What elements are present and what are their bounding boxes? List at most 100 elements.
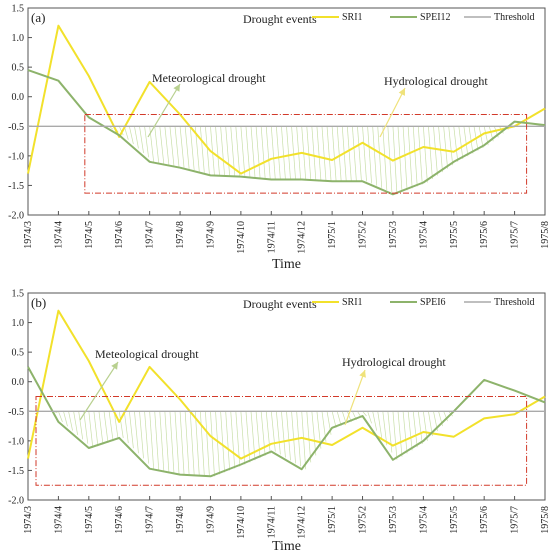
- hatch-line: [139, 411, 144, 459]
- hatch-line: [199, 126, 205, 173]
- hatch-line: [225, 411, 231, 471]
- x-tick-label: 1974/4: [53, 506, 64, 534]
- drought-highlight-box: [84, 113, 528, 194]
- annotation-arrow: [379, 87, 406, 138]
- hatch-line: [68, 411, 73, 431]
- hatch-line: [423, 411, 428, 441]
- x-tick-label: 1975/3: [388, 506, 399, 534]
- hatch-line: [412, 126, 418, 187]
- hatch-line: [184, 411, 190, 475]
- hatch-line: [311, 411, 317, 456]
- y-tick-label: 0.5: [12, 348, 25, 359]
- hatch-line: [291, 411, 296, 464]
- hatch-line: [402, 411, 408, 454]
- hatch-line: [88, 411, 94, 448]
- hatch-line: [397, 411, 403, 457]
- hatch-line: [301, 411, 307, 470]
- hatch-line: [205, 411, 210, 477]
- hatch-line: [123, 411, 129, 444]
- hatch-line: [331, 126, 337, 182]
- hatch-line: [159, 126, 165, 164]
- hatch-line: [270, 411, 276, 452]
- x-tick-label: 1974/6: [114, 221, 125, 249]
- x-tick-label: 1974/8: [175, 506, 186, 534]
- hatch-line: [210, 126, 215, 176]
- x-tick-label: 1974/12: [297, 221, 308, 254]
- annotation-label: Meteorological drought: [152, 71, 266, 85]
- hatch-line: [362, 411, 367, 417]
- x-tick-label: 1975/2: [358, 506, 369, 534]
- x-tick-label: 1974/9: [205, 506, 216, 534]
- hatch-line: [311, 126, 317, 181]
- y-tick-label: 0.0: [12, 377, 25, 388]
- drought-highlight-box: [35, 396, 528, 486]
- hatch-line: [210, 411, 215, 477]
- hatch-line: [336, 411, 342, 426]
- hatch-line: [98, 411, 104, 445]
- x-tick-label: 1975/4: [418, 506, 429, 534]
- y-tick-label: 1.5: [12, 4, 25, 15]
- hatch-line: [108, 411, 114, 442]
- drought-hatch: [53, 410, 453, 477]
- panel-title: Drought events: [243, 12, 317, 26]
- hatch-line: [118, 126, 124, 136]
- legend-entry: SRI1: [342, 12, 363, 23]
- hatch-line: [377, 411, 383, 438]
- hatch-line: [194, 411, 200, 476]
- hatch-line: [139, 126, 144, 153]
- hatch-line: [215, 126, 220, 176]
- hatch-line: [260, 411, 266, 456]
- hatch-line: [169, 411, 175, 473]
- hatch-line: [58, 411, 63, 423]
- x-tick-label: 1974/5: [84, 506, 95, 534]
- hatch-line: [402, 126, 408, 191]
- hatch-line: [321, 126, 327, 181]
- hatch-line: [205, 126, 210, 175]
- panel-label: (b): [31, 295, 46, 310]
- x-tick-label: 1974/10: [236, 221, 247, 254]
- legend-entry: Threshold: [494, 297, 535, 308]
- x-tick-label: 1974/7: [145, 221, 156, 249]
- x-tick-label: 1975/2: [358, 221, 369, 249]
- drought-hatch: [108, 126, 509, 195]
- hatch-line: [159, 411, 165, 471]
- hatch-line: [118, 411, 124, 438]
- x-tick-label: 1975/7: [510, 506, 521, 534]
- y-tick-label: -1.5: [8, 181, 24, 192]
- x-tick-label: 1975/1: [327, 221, 338, 249]
- x-tick-label: 1975/1: [327, 506, 338, 534]
- y-tick-label: -2.0: [8, 211, 24, 222]
- hatch-line: [377, 126, 383, 188]
- y-tick-label: -1.0: [8, 151, 24, 162]
- hatch-line: [326, 126, 332, 182]
- x-tick-label: 1974/9: [205, 221, 216, 249]
- hatch-line: [306, 411, 312, 463]
- x-tick-label: 1975/6: [479, 506, 490, 534]
- y-tick-label: -0.5: [8, 407, 24, 418]
- y-tick-label: -1.5: [8, 466, 24, 477]
- panel-a: -2.0 -1.5 -1.0 -0.5 0.0 0.5 1.0 1.5 1974/3 1974/4…: [8, 4, 550, 273]
- hatch-line: [144, 126, 149, 158]
- hatch-line: [250, 126, 256, 178]
- x-tick-label: 1975/6: [479, 221, 490, 249]
- hatch-line: [230, 411, 236, 469]
- x-tick-label: 1975/7: [510, 221, 521, 249]
- x-axis-label: Time: [272, 539, 301, 554]
- hatch-line: [281, 126, 286, 180]
- hatch-line: [83, 411, 89, 444]
- hatch-line: [306, 126, 312, 180]
- x-tick-label: 1975/5: [449, 221, 460, 249]
- hatch-line: [129, 126, 134, 145]
- hatch-line: [129, 411, 134, 449]
- annotation-arrowhead: [359, 370, 366, 378]
- hatch-line: [372, 411, 378, 431]
- hatch-line: [316, 126, 322, 181]
- hatch-line: [331, 411, 337, 428]
- y-tick-label: 0.0: [12, 92, 25, 103]
- hatch-line: [433, 126, 438, 176]
- panel-b: -2.0 -1.5 -1.0 -0.5 0.0 0.5 1.0 1.5 1974/3 1974/4…: [8, 289, 550, 555]
- hatch-line: [184, 126, 190, 169]
- hatch-line: [397, 126, 403, 193]
- legend-entry: SPEI12: [420, 12, 451, 23]
